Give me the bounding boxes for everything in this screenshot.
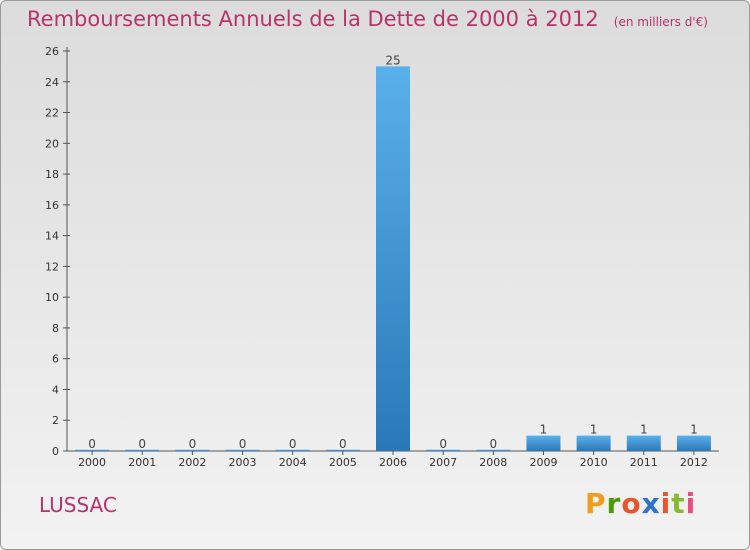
y-tick-label: 6 bbox=[52, 353, 59, 366]
y-tick-label: 14 bbox=[45, 230, 59, 243]
logo-letter: o bbox=[621, 487, 642, 520]
logo-letter: i bbox=[660, 487, 672, 520]
bar-2008 bbox=[476, 449, 511, 451]
logo-letter: x bbox=[641, 487, 661, 520]
bar-2010 bbox=[576, 435, 611, 451]
commune-name: LUSSAC bbox=[39, 493, 117, 517]
title-main: Remboursements Annuels de la Dette de 20… bbox=[27, 7, 599, 31]
logo-letter: i bbox=[685, 487, 697, 520]
y-tick-label: 10 bbox=[45, 291, 59, 304]
bar-2005 bbox=[325, 449, 360, 451]
y-tick-label: 0 bbox=[52, 445, 59, 458]
bar-2004 bbox=[275, 449, 310, 451]
y-tick-label: 18 bbox=[45, 168, 59, 181]
y-tick-label: 26 bbox=[45, 45, 59, 58]
bar-2000 bbox=[75, 449, 110, 451]
x-tick-label: 2008 bbox=[479, 456, 507, 469]
data-label: 0 bbox=[138, 437, 146, 451]
data-label: 0 bbox=[339, 437, 347, 451]
y-tick-label: 24 bbox=[45, 76, 59, 89]
x-tick-label: 2006 bbox=[379, 456, 407, 469]
bar-2011 bbox=[626, 435, 661, 451]
data-label: 0 bbox=[189, 437, 197, 451]
bar-2009 bbox=[526, 435, 561, 451]
data-label: 0 bbox=[239, 437, 247, 451]
bar-2006 bbox=[376, 66, 410, 451]
bar-2007 bbox=[426, 449, 461, 451]
x-tick-label: 2005 bbox=[329, 456, 357, 469]
x-tick-label: 2011 bbox=[630, 456, 658, 469]
x-tick-label: 2000 bbox=[78, 456, 106, 469]
data-label: 1 bbox=[590, 423, 598, 437]
bar-2001 bbox=[125, 449, 160, 451]
y-tick-label: 8 bbox=[52, 322, 59, 335]
logo-letter: r bbox=[606, 487, 622, 520]
bar-2012 bbox=[676, 435, 711, 451]
logo-letter: P bbox=[585, 487, 607, 520]
data-label: 1 bbox=[540, 423, 548, 437]
x-tick-label: 2007 bbox=[429, 456, 457, 469]
y-tick-label: 22 bbox=[45, 107, 59, 120]
bar-2003 bbox=[225, 449, 260, 451]
chart-title: Remboursements Annuels de la Dette de 20… bbox=[27, 7, 708, 31]
data-label: 0 bbox=[439, 437, 447, 451]
data-label: 0 bbox=[489, 437, 497, 451]
data-label: 1 bbox=[690, 423, 698, 437]
x-tick-label: 2010 bbox=[580, 456, 608, 469]
x-tick-label: 2001 bbox=[128, 456, 156, 469]
y-tick-label: 12 bbox=[45, 260, 59, 273]
x-tick-label: 2003 bbox=[229, 456, 257, 469]
y-tick-label: 20 bbox=[45, 137, 59, 150]
x-tick-label: 2004 bbox=[279, 456, 307, 469]
data-label: 0 bbox=[289, 437, 297, 451]
data-label: 0 bbox=[88, 437, 96, 451]
proxiti-logo: Proxiti bbox=[585, 487, 696, 520]
title-unit: (en milliers d'€) bbox=[613, 15, 708, 29]
data-label: 25 bbox=[385, 53, 400, 67]
data-label: 1 bbox=[640, 423, 648, 437]
bar-2002 bbox=[175, 449, 210, 451]
x-tick-label: 2002 bbox=[178, 456, 206, 469]
y-tick-label: 2 bbox=[52, 414, 59, 427]
x-tick-label: 2012 bbox=[680, 456, 708, 469]
logo-letter: t bbox=[671, 487, 686, 520]
y-tick-label: 16 bbox=[45, 199, 59, 212]
y-tick-label: 4 bbox=[52, 383, 59, 396]
x-tick-label: 2009 bbox=[529, 456, 557, 469]
